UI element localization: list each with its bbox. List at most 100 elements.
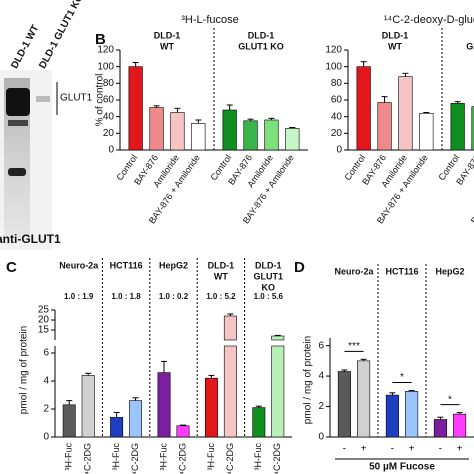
group-label: DLD-1 [154,30,181,40]
lane-label: DLD-1 GLUT1 KO [37,0,86,71]
bar [81,375,95,438]
group-label: GLUT1 KO [466,41,474,51]
bar [271,345,285,438]
y-tick-label: 0 [108,145,114,156]
x-tick-label: - [391,444,394,455]
group-label: DLD-1 [248,30,275,40]
bar [62,404,76,438]
y-tick-label: 120 [97,45,114,56]
x-tick-label: + [457,444,463,455]
y-tick-label: 2 [43,404,49,415]
ratio-label: 1.0 : 5.6 [254,292,284,301]
chart-title: ¹⁴C-2-deoxy-D-glucose [384,14,474,26]
bar [385,394,399,438]
y-tick-label: 4 [43,376,49,387]
y-tick-label: 4 [318,371,324,382]
group-label: WT [214,271,228,281]
y-tick-label: 25 [38,305,50,316]
y-tick-label: 40 [331,111,343,122]
x-tick-label: ³H-Fuc [64,443,74,471]
significance-label: * [448,394,452,405]
group-label: WT [160,41,174,51]
y-axis-label: % of control [95,74,106,127]
group-label: HCT116 [110,260,143,270]
blot-band [8,168,26,176]
y-tick-label: 100 [97,61,114,72]
panel-label: C [6,259,17,276]
x-tick-label: ³H-Fuc [206,443,216,471]
bar [176,425,190,438]
bar [170,112,185,151]
ratio-label: 1.0 : 0.2 [159,292,189,301]
antibody-label: anti-GLUT1 [0,232,61,246]
x-tick-label: ¹⁴C-2DG [177,443,187,474]
panel-label: B [95,31,106,48]
group-label: Neuro-2a [59,260,99,270]
bar [450,103,465,151]
y-tick-label: 0 [336,145,342,156]
bar [222,109,237,151]
x-tick-label: + [361,444,367,455]
blot-band [36,96,50,102]
group-label: GLUT1 [254,271,284,281]
y-tick-label: 0 [43,432,49,443]
bar [453,413,467,438]
x-axis-label: 50 µM Fucose [369,462,435,473]
bar [252,407,266,438]
ratio-label: 1.0 : 5.2 [206,292,236,301]
y-tick-label: 60 [331,95,343,106]
x-tick-label: - [343,444,346,455]
blot-band [8,120,28,126]
y-tick-label: 120 [325,45,342,56]
bar [398,76,413,151]
bar-upper [271,335,285,341]
y-tick-label: 2 [318,401,324,412]
bar [357,360,371,438]
bar [264,119,279,151]
x-tick-label: + [409,444,415,455]
bar [110,417,124,438]
x-tick-label: - [439,444,442,455]
bar [149,107,164,151]
x-tick-label: ¹⁴C-2DG [272,443,282,474]
ratio-label: 1.0 : 1.9 [64,292,94,301]
y-tick-label: 60 [103,95,115,106]
bar [377,102,392,151]
bar [356,66,371,151]
group-label: DLD-1 [255,260,282,270]
group-label: HepG2 [435,266,464,276]
significance-label: * [400,372,404,383]
band-label: GLUT1 [60,93,93,104]
bar [223,345,237,438]
blot-band [6,88,30,116]
group-label: Neuro-2a [334,266,374,276]
y-tick-label: 20 [103,128,115,139]
bar [191,123,206,151]
bar-upper [223,315,237,341]
y-tick-label: 6 [43,348,49,359]
group-label: HepG2 [159,260,188,270]
y-axis-label: pmol / mg of protein [303,336,314,424]
bar [285,128,300,151]
bar [337,371,351,438]
bar [419,113,434,151]
x-tick-label: ³H-Fuc [158,443,168,471]
y-tick-label: 40 [103,111,115,122]
x-tick-label: ¹⁴C-2DG [130,443,140,474]
bar [405,391,419,438]
chart-title: ³H-L-fucose [181,14,238,26]
y-tick-label: 6 [318,340,324,351]
x-tick-label: ¹⁴C-2DG [225,443,235,474]
bar [129,400,143,438]
y-tick-label: 100 [325,61,342,72]
bar [204,377,218,438]
bar [243,120,258,151]
group-label: DLD-1 [208,260,235,270]
group-label: GLUT1 KO [238,41,284,51]
bar [128,66,143,151]
y-tick-label: 80 [103,78,115,89]
bar [433,419,447,438]
bar [471,106,474,151]
y-tick-label: 20 [331,128,343,139]
